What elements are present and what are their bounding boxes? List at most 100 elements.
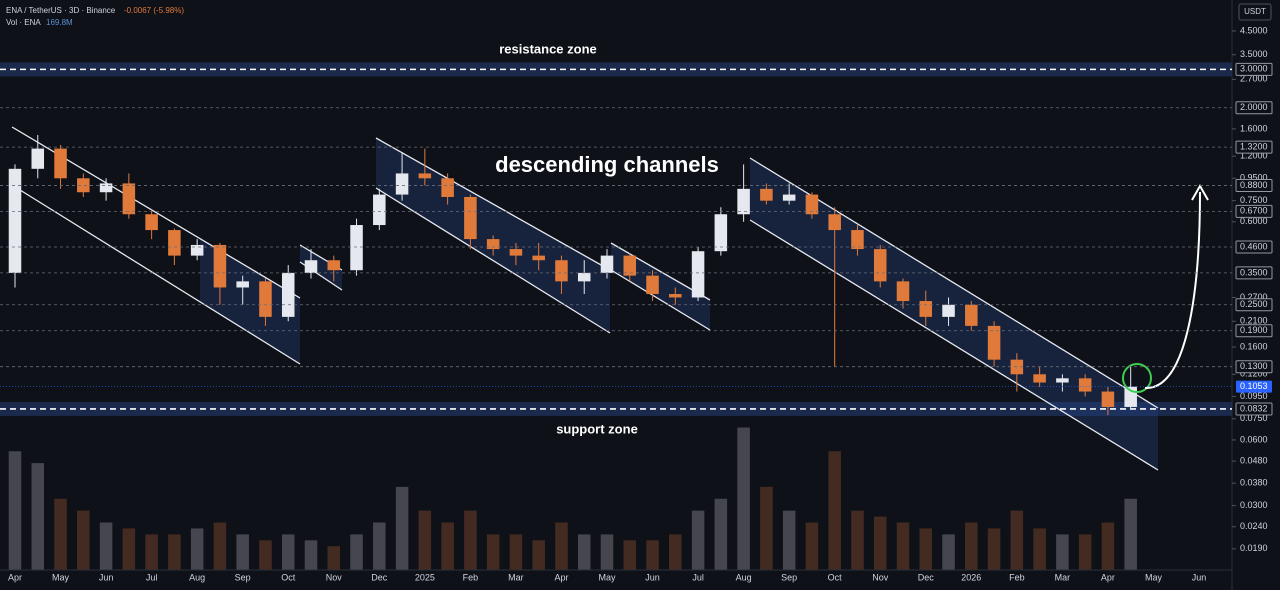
candle-body [532, 255, 545, 261]
x-tick-label: Apr [554, 572, 568, 582]
x-tick-label: Feb [463, 572, 479, 582]
last-price-box [1236, 380, 1272, 393]
channel-line [749, 219, 1159, 471]
candle-body [851, 230, 864, 250]
volume-bar [760, 486, 773, 570]
volume-bar [1056, 534, 1069, 570]
candle-body [805, 194, 819, 215]
volume-bar [304, 540, 318, 570]
arrow-head [1191, 183, 1209, 201]
volume-bar [987, 528, 1001, 570]
candle-body [259, 281, 272, 317]
last-price-label: 0.1053 [1240, 381, 1268, 391]
candle-body [418, 173, 432, 179]
volume-bar [8, 451, 22, 570]
candle-body [213, 244, 227, 288]
candle-body [304, 260, 318, 273]
volume-bar [532, 540, 545, 570]
candle-body [145, 214, 158, 231]
candle-body [577, 272, 591, 282]
candle-body [873, 249, 887, 282]
level-box [1235, 298, 1273, 312]
volume-bar [213, 522, 227, 570]
candle-body [760, 188, 773, 201]
volume-bar [646, 540, 659, 570]
volume-bar [851, 510, 864, 570]
volume-bar [509, 534, 523, 570]
volume-bar [782, 510, 796, 570]
level-label: 0.4600 [1240, 241, 1268, 251]
volume-bar [873, 516, 887, 570]
x-tick-label: Mar [508, 572, 524, 582]
volume-bar [1124, 498, 1137, 570]
candle-body [646, 275, 659, 295]
candle-body [236, 281, 249, 288]
x-tick-label: May [598, 572, 616, 582]
highlight-circle [1122, 363, 1152, 393]
candle-body [441, 178, 454, 197]
level-box [1235, 62, 1273, 76]
candle-body [555, 260, 568, 282]
x-tick-label: Aug [189, 572, 205, 582]
volume-bar [486, 534, 500, 570]
level-box [1235, 266, 1273, 280]
x-tick-label: Sep [235, 572, 251, 582]
symbol-title: ENA / TetherUS · 3D · Binance [6, 6, 116, 15]
x-tick-label: Oct [828, 572, 843, 582]
candle-body [600, 255, 614, 273]
currency-box[interactable] [1238, 3, 1272, 21]
volume-bar [805, 522, 819, 570]
candle-body [327, 260, 341, 271]
candle-body [919, 301, 933, 317]
x-tick-label: Nov [326, 572, 343, 582]
price-change: -0.0067 (-5.98%) [124, 6, 184, 15]
y-tick-label: 0.0190 [1240, 543, 1268, 553]
x-tick-label: 2025 [415, 572, 435, 582]
level-label: 0.3500 [1240, 267, 1268, 277]
volume-bar [669, 534, 682, 570]
level-label: 1.3200 [1240, 142, 1268, 152]
x-tick-label: Feb [1009, 572, 1025, 582]
currency[interactable]: USDT [1244, 7, 1266, 16]
x-tick-label: Jun [645, 572, 660, 582]
level-label: 0.0832 [1240, 403, 1268, 413]
candle-body [54, 148, 67, 179]
volume-bar [77, 510, 90, 570]
volume-bar [1010, 510, 1024, 570]
candle-body [8, 168, 22, 273]
y-tick-label: 1.6000 [1240, 123, 1268, 133]
y-tick-label: 0.0750 [1240, 413, 1268, 423]
level-label: 0.6700 [1240, 206, 1268, 216]
x-tick-label: Aug [736, 572, 752, 582]
level-box [1235, 179, 1273, 193]
x-tick-label: Dec [918, 572, 935, 582]
annotation: descending channels [495, 152, 719, 177]
volume-bar [1101, 522, 1115, 570]
volume-bar [441, 522, 454, 570]
y-tick-label: 0.0480 [1240, 455, 1268, 465]
candle-body [77, 178, 90, 193]
candle-body [395, 173, 409, 195]
candle-body [965, 304, 978, 326]
x-tick-label: Dec [371, 572, 388, 582]
x-tick-label: Nov [872, 572, 889, 582]
x-tick-label: Apr [8, 572, 22, 582]
y-tick-label: 0.2100 [1240, 316, 1268, 326]
candle-body [737, 188, 750, 215]
y-tick-label: 0.6000 [1240, 216, 1268, 226]
arrow [1144, 191, 1201, 390]
volume-bar [577, 534, 591, 570]
y-tick-label: 3.5000 [1240, 49, 1268, 59]
channel-line [375, 187, 611, 334]
x-tick-label: Jun [99, 572, 114, 582]
level-box [1235, 204, 1273, 218]
level-label: 2.0000 [1240, 102, 1268, 112]
volume-bar [896, 522, 910, 570]
candle-body [1078, 378, 1092, 392]
candle-body [190, 244, 204, 256]
x-tick-label: Sep [781, 572, 797, 582]
volume-bar [236, 534, 249, 570]
volume-bar [168, 534, 181, 570]
